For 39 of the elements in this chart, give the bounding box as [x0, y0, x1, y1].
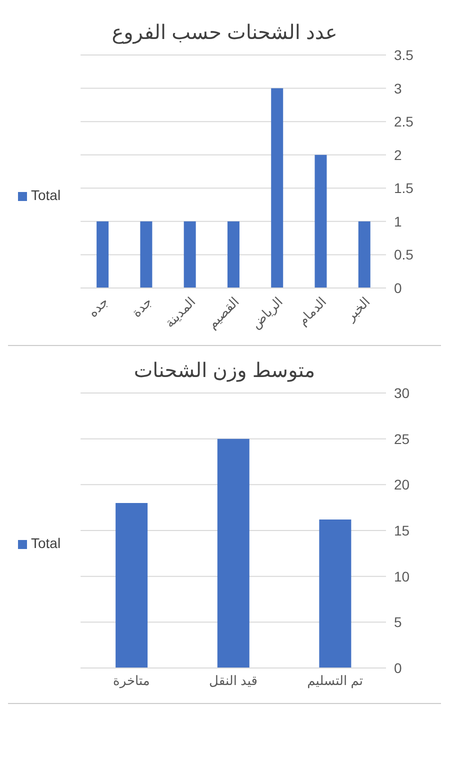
- y-tick-label: 0: [394, 280, 402, 296]
- bar: [319, 520, 352, 668]
- y-tick-label: 5: [394, 614, 402, 630]
- x-tick-label: جده: [85, 294, 112, 320]
- bar: [271, 88, 284, 288]
- y-tick-label: 2.5: [394, 114, 414, 130]
- y-tick-label: 3.5: [394, 46, 414, 63]
- x-tick-label: الرياض: [248, 294, 286, 332]
- x-tick-label: المدينة: [162, 294, 198, 330]
- bar: [184, 221, 196, 288]
- y-tick-label: 30: [394, 384, 410, 401]
- bar: [96, 221, 109, 288]
- y-tick-label: 20: [394, 476, 410, 493]
- x-tick-label: الدمام: [294, 294, 330, 329]
- y-tick-label: 25: [394, 430, 410, 447]
- chart-title: متوسط وزن الشحنات: [132, 359, 316, 383]
- chart-title: عدد الشحنات حسب الفروع: [110, 21, 338, 45]
- bar: [314, 154, 327, 288]
- x-tick-label: جدة: [128, 294, 155, 320]
- bar: [227, 221, 240, 288]
- x-tick-label: تم التسليم: [307, 673, 364, 690]
- y-tick-label: 10: [394, 568, 410, 584]
- y-tick-label: 1: [394, 213, 402, 230]
- x-tick-label: الخبر: [342, 294, 374, 326]
- y-tick-label: 0.5: [394, 246, 414, 263]
- legend-label: Total: [31, 187, 61, 203]
- legend-label: Total: [31, 535, 61, 551]
- bar: [116, 503, 148, 668]
- y-tick-label: 2: [394, 146, 402, 163]
- bar: [217, 438, 250, 668]
- y-tick-label: 15: [394, 522, 410, 538]
- x-tick-label: قيد النقل: [209, 673, 258, 688]
- x-tick-label: القصيم: [204, 294, 243, 332]
- bar: [140, 221, 152, 288]
- x-tick-label: متاخرة: [113, 673, 150, 690]
- y-tick-label: 0: [394, 660, 402, 676]
- y-tick-label: 1.5: [394, 180, 414, 196]
- y-tick-label: 3: [394, 80, 402, 96]
- bar: [358, 221, 370, 288]
